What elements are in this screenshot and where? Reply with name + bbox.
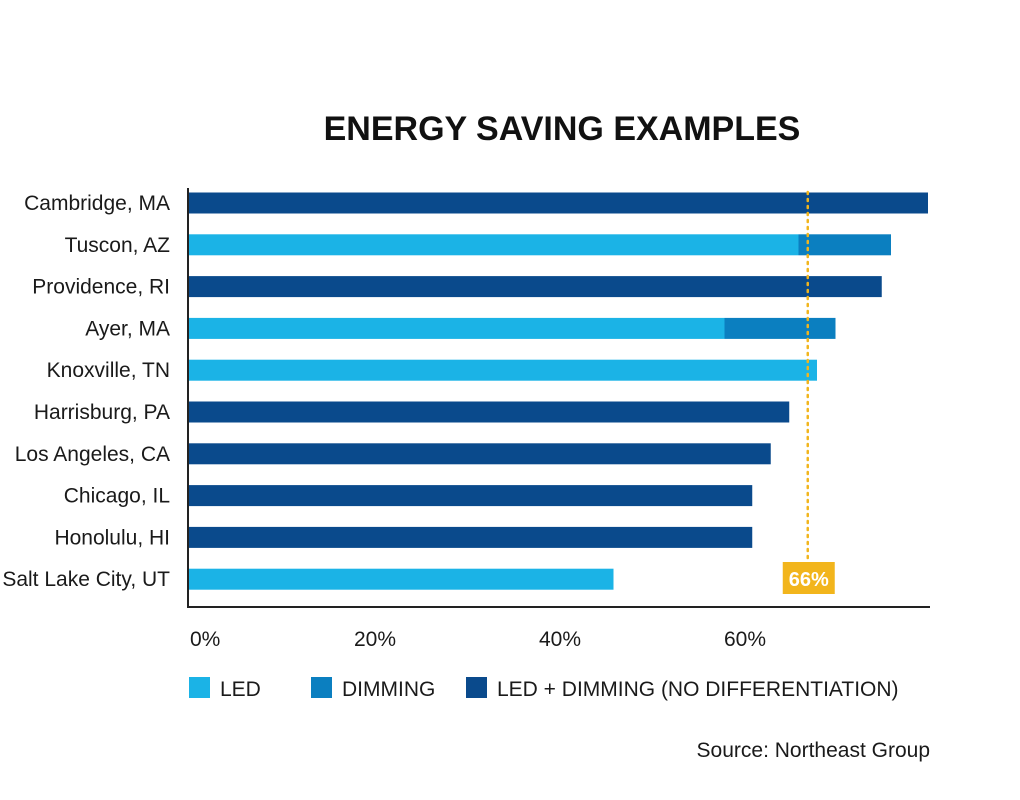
bar-led xyxy=(188,234,799,256)
x-tick-label: 20% xyxy=(354,628,396,651)
legend-swatch xyxy=(311,677,332,698)
legend-label: LED xyxy=(220,678,261,701)
x-tick-labels: 0% 20% 40% 60% xyxy=(190,628,766,651)
category-label: Cambridge, MA xyxy=(24,192,170,215)
legend: LED DIMMING LED + DIMMING (NO DIFFERENTIAT… xyxy=(189,677,899,701)
bar-led-dimming-no-differentiation xyxy=(188,526,753,548)
category-label: Providence, RI xyxy=(32,276,170,299)
bar-led-dimming-no-differentiation xyxy=(188,192,928,214)
reference-label: 66% xyxy=(789,569,829,591)
reference-label-badge xyxy=(782,562,835,594)
legend-swatch xyxy=(466,677,487,698)
reference-line-group: 66% xyxy=(782,190,835,594)
bar-led-dimming-no-differentiation xyxy=(188,443,771,465)
chart-title: ENERGY SAVING EXAMPLES xyxy=(324,110,801,148)
source-note: Source: Northeast Group xyxy=(697,739,930,762)
category-label: Knoxville, TN xyxy=(47,359,170,382)
bar-led xyxy=(188,317,725,339)
category-label: Ayer, MA xyxy=(85,317,170,340)
category-label: Tuscon, AZ xyxy=(65,234,171,257)
category-label: Los Angeles, CA xyxy=(15,443,170,466)
category-label: Harrisburg, PA xyxy=(34,401,170,424)
category-label: Chicago, IL xyxy=(64,485,170,508)
x-tick-label: 60% xyxy=(724,628,766,651)
bar-dimming xyxy=(798,234,891,256)
bar-led xyxy=(188,359,817,381)
bar-led xyxy=(188,568,614,590)
bar-led-dimming-no-differentiation xyxy=(188,485,753,507)
legend-label: DIMMING xyxy=(342,678,435,701)
bar-led-dimming-no-differentiation xyxy=(188,401,790,423)
category-labels: Cambridge, MA Tuscon, AZ Providence, RI Aye… xyxy=(2,192,170,591)
bar-led-dimming-no-differentiation xyxy=(188,276,882,298)
legend-swatch xyxy=(189,677,210,698)
x-tick-label: 0% xyxy=(190,628,220,651)
category-label: Honolulu, HI xyxy=(54,526,170,549)
x-tick-label: 40% xyxy=(539,628,581,651)
legend-label: LED + DIMMING (NO DIFFERENTIATION) xyxy=(497,678,899,701)
bar-dimming xyxy=(724,317,836,339)
category-label: Salt Lake City, UT xyxy=(2,568,170,591)
bars-group xyxy=(188,192,928,590)
